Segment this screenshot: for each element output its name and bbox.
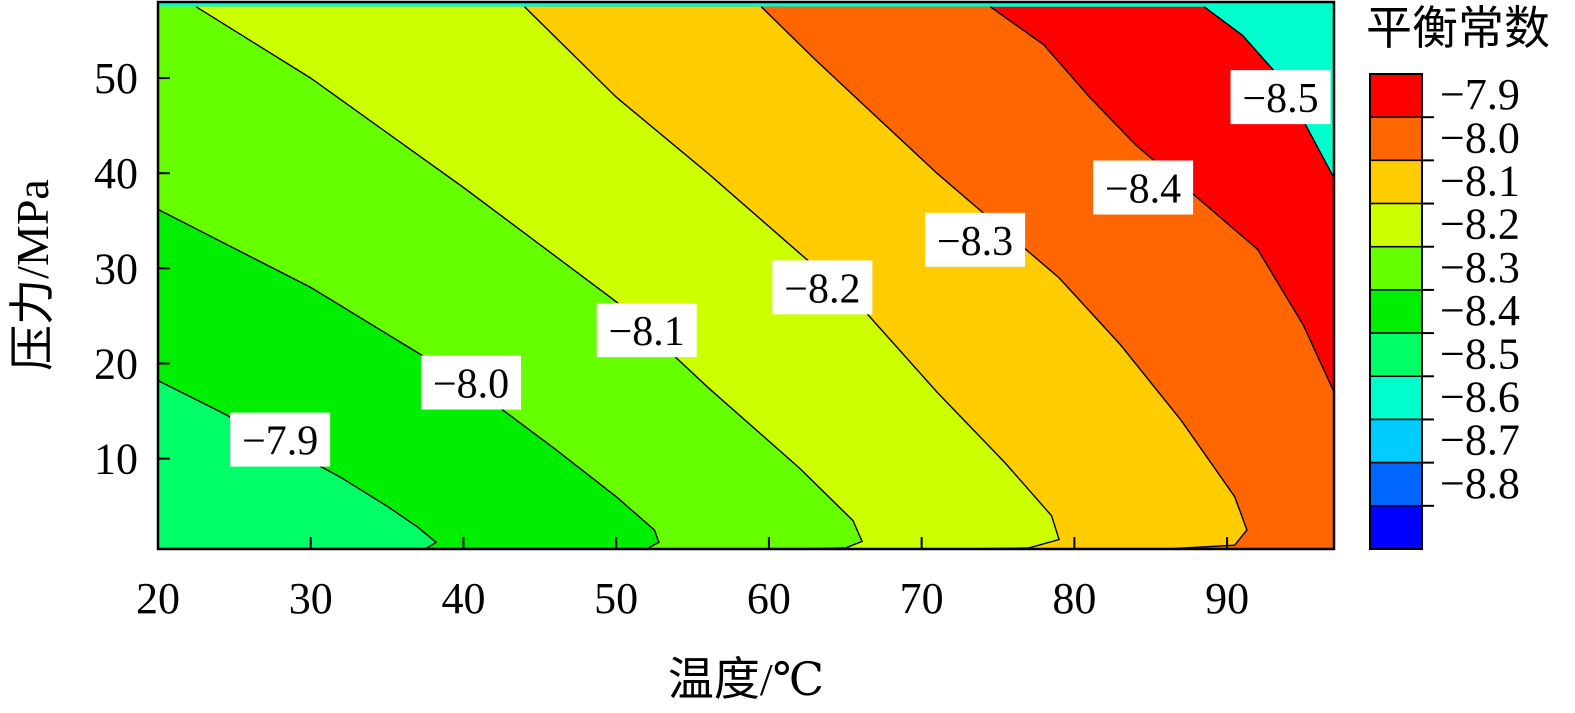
- x-tick-label: 40: [441, 574, 485, 623]
- contour-label-background: [1230, 70, 1331, 125]
- colorbar-tick-label: −8.5: [1440, 329, 1520, 378]
- contour-label: −8.0: [421, 355, 522, 410]
- x-tick-label: 60: [747, 574, 791, 623]
- y-axis-title: 压力/MPa: [7, 179, 58, 371]
- plot-frame: [156, 0, 1336, 551]
- contour-line: [760, 6, 1248, 549]
- colorbar-band: [1369, 505, 1423, 550]
- colorbar-tick-label: −8.2: [1440, 200, 1520, 249]
- contour-label-text: −8.0: [433, 362, 509, 408]
- contour-label: −8.4: [1093, 160, 1194, 215]
- contour-label-text: −7.9: [242, 419, 318, 465]
- contour-label-text: −8.1: [609, 309, 685, 355]
- contour-label-background: [230, 412, 331, 467]
- contour-label: −8.5: [1230, 70, 1331, 125]
- contour-line: [158, 379, 438, 549]
- colorbar-labels: −7.9−8.0−8.1−8.2−8.3−8.4−8.5−8.6−8.7−8.8: [1422, 70, 1520, 508]
- colorbar-title: 平衡常数: [1366, 3, 1550, 54]
- colorbar-band: [1369, 418, 1423, 464]
- contour-label-background: [596, 303, 697, 358]
- contour-label-text: −8.3: [937, 219, 1013, 265]
- contour-label-background: [421, 355, 522, 410]
- colorbar-tick-label: −8.8: [1440, 459, 1520, 508]
- contour-label: −8.2: [772, 260, 873, 315]
- colorbar-tick-label: −7.9: [1440, 70, 1520, 119]
- colorbar-tick-label: −8.0: [1440, 113, 1520, 162]
- contour-line: [158, 208, 660, 549]
- y-tick-label: 10: [94, 435, 138, 484]
- colorbar-tick-label: −8.3: [1440, 243, 1520, 292]
- contour-label-background: [925, 212, 1026, 267]
- y-axis: 10 20 30 40 50: [94, 54, 170, 484]
- colorbar-band: [1369, 116, 1423, 162]
- y-tick-label: 50: [94, 54, 138, 103]
- colorbar-band: [1369, 245, 1423, 291]
- colorbar-band: [1369, 202, 1423, 248]
- y-tick-label: 30: [94, 244, 138, 293]
- colorbar-tick-label: −8.6: [1440, 372, 1520, 421]
- colorbar-band: [1369, 375, 1423, 421]
- colorbar: 平衡常数 −7.9−8.0−8.1−8.2−8.3−8.4−8.5−8.6−8.…: [1366, 3, 1550, 550]
- contour-label: −7.9: [230, 412, 331, 467]
- contour-line: [195, 6, 864, 549]
- contour-bands: [158, 6, 1334, 549]
- x-tick-label: 20: [136, 574, 180, 623]
- colorbar-band: [1369, 159, 1423, 205]
- colorbar-tick-label: −8.4: [1440, 286, 1520, 335]
- contour-label-background: [772, 260, 873, 315]
- contour-label: −8.1: [596, 303, 697, 358]
- contour-label-text: −8.2: [784, 266, 860, 312]
- contour-label-text: −8.4: [1105, 167, 1181, 213]
- y-tick-label: 20: [94, 339, 138, 388]
- colorbar-band: [1369, 461, 1423, 507]
- x-tick-label: 80: [1052, 574, 1096, 623]
- colorbar-bands: [1369, 73, 1423, 550]
- x-axis: 20 30 40 50 60 70 80 90: [136, 537, 1249, 623]
- x-axis-title: 温度/℃: [668, 654, 824, 705]
- contour-label-background: [1093, 160, 1194, 215]
- x-tick-label: 50: [594, 574, 638, 623]
- y-tick-label: 40: [94, 149, 138, 198]
- contour-line: [524, 6, 1060, 549]
- contour-labels: −7.9 −8.0 −8.1 −8.2 −8.3 −8.4 −8.5: [230, 70, 1331, 467]
- x-tick-label: 30: [289, 574, 333, 623]
- colorbar-band: [1369, 332, 1423, 378]
- contour-lines: [158, 6, 1334, 549]
- colorbar-band: [1369, 73, 1423, 118]
- colorbar-band: [1369, 289, 1423, 334]
- colorbar-frame: [1369, 73, 1423, 550]
- contour-label: −8.3: [925, 212, 1026, 267]
- x-tick-label: 90: [1205, 574, 1249, 623]
- plot-area: −7.9 −8.0 −8.1 −8.2 −8.3 −8.4 −8.5: [156, 0, 1336, 551]
- x-tick-label: 70: [900, 574, 944, 623]
- colorbar-tick-label: −8.1: [1440, 157, 1520, 206]
- colorbar-tick-label: −8.7: [1440, 416, 1520, 465]
- contour-label-text: −8.5: [1242, 76, 1318, 122]
